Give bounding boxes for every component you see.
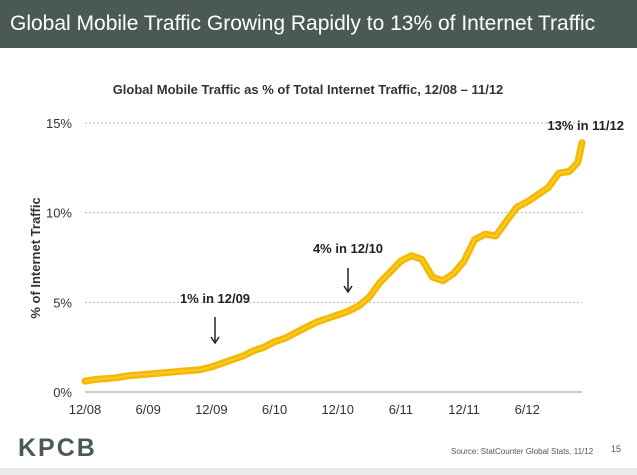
x-tick-label: 6/10: [262, 402, 287, 417]
x-tick-label: 12/08: [69, 402, 102, 417]
x-tick-label: 6/09: [136, 402, 161, 417]
annotation-label: 4% in 12/10: [313, 241, 383, 256]
y-tick-label: 15%: [46, 116, 72, 131]
annotation-arrowhead: [210, 336, 220, 345]
y-tick-labels: 0% 5% 10% 15%: [46, 116, 72, 400]
slide-header: Global Mobile Traffic Growing Rapidly to…: [0, 0, 637, 48]
source-note: Source: StatCounter Global Stats, 11/12: [451, 447, 594, 456]
annotation-arrowhead: [343, 285, 353, 294]
y-tick-label: 0%: [53, 385, 72, 400]
grid-layer: [85, 122, 582, 393]
kpcb-logo: KPCB: [18, 434, 97, 462]
series-layer: [81, 139, 586, 385]
x-tick-label: 12/11: [448, 402, 480, 417]
series-line-highlight: [84, 141, 583, 383]
annotation-layer: 1% in 12/09 4% in 12/10 13% in 11/12: [180, 118, 624, 345]
x-tick-label: 12/10: [321, 402, 354, 417]
x-tick-label: 6/11: [389, 402, 413, 417]
page-number: 15: [611, 444, 622, 454]
x-tick-labels: 12/08 6/09 12/09 6/10 12/10 6/11 12/11 6/12: [69, 402, 540, 417]
y-tick-label: 5%: [53, 295, 72, 310]
y-tick-label: 10%: [46, 206, 72, 221]
bottom-rule: [0, 468, 637, 475]
y-axis-label: % of Internet Traffic: [28, 197, 43, 318]
x-tick-label: 6/12: [515, 402, 540, 417]
slide-title: Global Mobile Traffic Growing Rapidly to…: [10, 12, 596, 35]
series-line: [81, 139, 586, 385]
x-tick-label: 12/09: [195, 402, 228, 417]
annotation-label: 13% in 11/12: [547, 118, 624, 133]
annotation-label: 1% in 12/09: [180, 291, 250, 306]
line-chart: Global Mobile Traffic as % of Total Inte…: [28, 82, 624, 417]
chart-title: Global Mobile Traffic as % of Total Inte…: [113, 82, 504, 97]
